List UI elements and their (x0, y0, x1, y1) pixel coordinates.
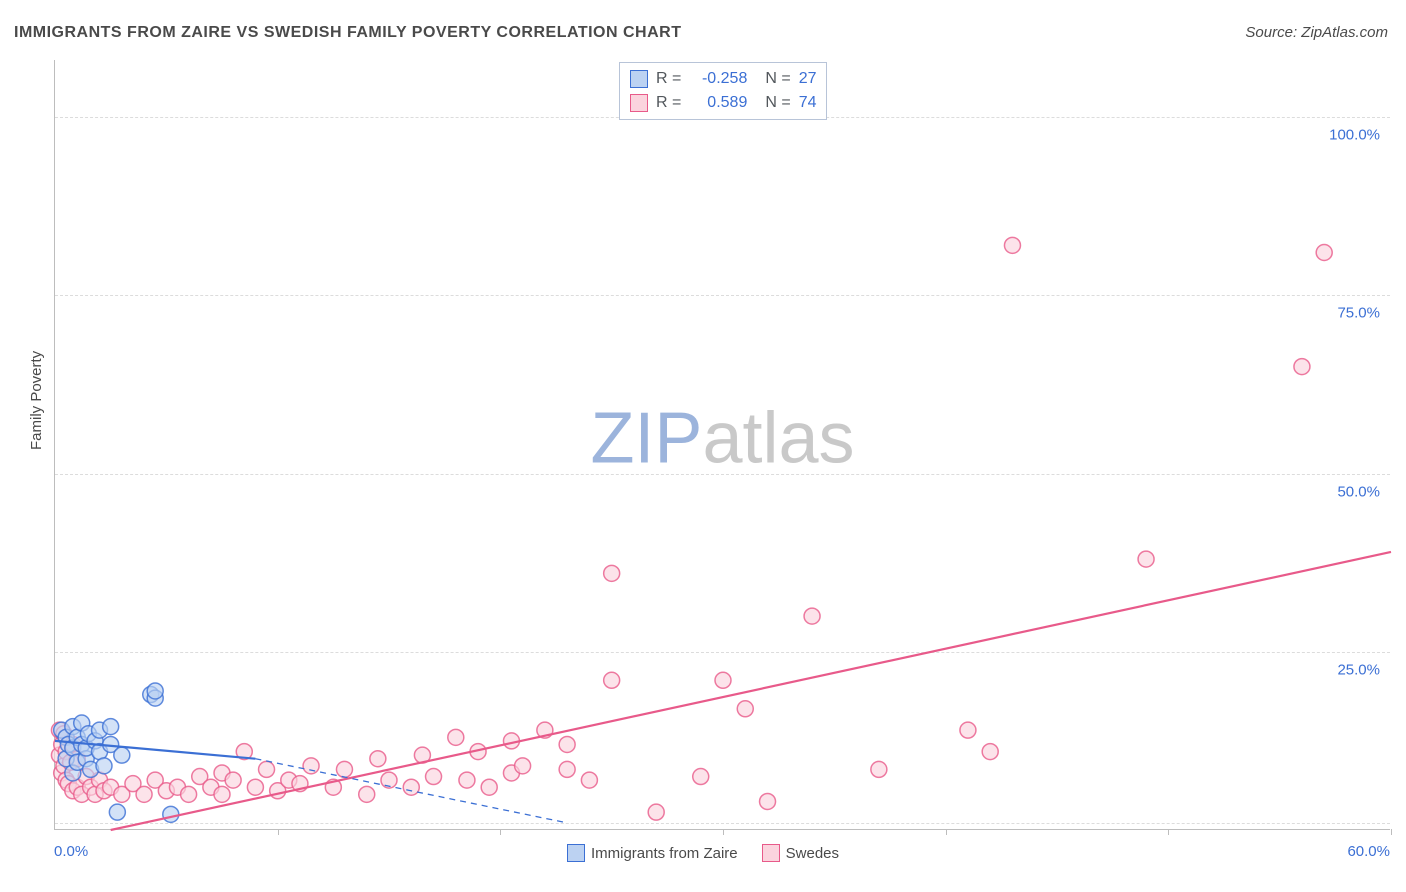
data-point (1316, 245, 1332, 261)
data-point (147, 683, 163, 699)
x-tick (1168, 829, 1169, 835)
data-point (336, 761, 352, 777)
data-point (114, 747, 130, 763)
legend-n-value: 27 (799, 70, 817, 88)
data-point (581, 772, 597, 788)
trend-line (111, 552, 1391, 830)
data-point (481, 779, 497, 795)
x-tick (500, 829, 501, 835)
legend-item: Swedes (762, 844, 839, 862)
x-tick (946, 829, 947, 835)
legend-bottom: Immigrants from Zaire Swedes (0, 844, 1406, 866)
data-point (303, 758, 319, 774)
legend-r-value: 0.589 (689, 94, 747, 112)
scatter-svg (55, 60, 1390, 829)
legend-n-label: N = (765, 94, 790, 112)
legend-r-label: R = (656, 94, 681, 112)
data-point (359, 786, 375, 802)
data-point (1138, 551, 1154, 567)
legend-row: R = -0.258 N = 27 (630, 67, 816, 91)
data-point (871, 761, 887, 777)
data-point (459, 772, 475, 788)
data-point (1294, 359, 1310, 375)
data-point (370, 751, 386, 767)
data-point (136, 786, 152, 802)
legend-n-value: 74 (799, 94, 817, 112)
data-point (715, 672, 731, 688)
legend-swatch (630, 70, 648, 88)
data-point (247, 779, 263, 795)
data-point (604, 565, 620, 581)
data-point (693, 769, 709, 785)
data-point (760, 793, 776, 809)
x-tick (723, 829, 724, 835)
legend-label: Swedes (786, 845, 839, 862)
legend-swatch (567, 844, 585, 862)
data-point (103, 719, 119, 735)
legend-item: Immigrants from Zaire (567, 844, 738, 862)
x-tick (1391, 829, 1392, 835)
legend-r-value: -0.258 (689, 70, 747, 88)
data-point (515, 758, 531, 774)
chart-title: IMMIGRANTS FROM ZAIRE VS SWEDISH FAMILY … (14, 24, 682, 42)
data-point (225, 772, 241, 788)
data-point (181, 786, 197, 802)
data-point (648, 804, 664, 820)
data-point (214, 786, 230, 802)
data-point (163, 806, 179, 822)
x-tick (278, 829, 279, 835)
data-point (559, 736, 575, 752)
y-axis-label: Family Poverty (28, 351, 45, 450)
data-point (982, 744, 998, 760)
data-point (804, 608, 820, 624)
data-point (737, 701, 753, 717)
data-point (426, 769, 442, 785)
legend-swatch (630, 94, 648, 112)
data-point (403, 779, 419, 795)
data-point (448, 729, 464, 745)
data-point (259, 761, 275, 777)
data-point (559, 761, 575, 777)
source-attribution: Source: ZipAtlas.com (1245, 24, 1388, 41)
data-point (109, 804, 125, 820)
source-label: Source: (1245, 24, 1297, 41)
legend-swatch (762, 844, 780, 862)
source-value: ZipAtlas.com (1301, 24, 1388, 41)
data-point (96, 758, 112, 774)
legend-r-label: R = (656, 70, 681, 88)
data-point (1004, 237, 1020, 253)
plot-area: ZIPatlas 25.0%50.0%75.0%100.0%R =-0.258N… (54, 60, 1390, 830)
legend-row: R = 0.589 N = 74 (630, 91, 816, 115)
legend-n-label: N = (765, 70, 790, 88)
data-point (604, 672, 620, 688)
legend-label: Immigrants from Zaire (591, 845, 738, 862)
correlation-legend: R = -0.258 N = 27 R = 0.589 N = 74 (619, 62, 827, 120)
data-point (960, 722, 976, 738)
